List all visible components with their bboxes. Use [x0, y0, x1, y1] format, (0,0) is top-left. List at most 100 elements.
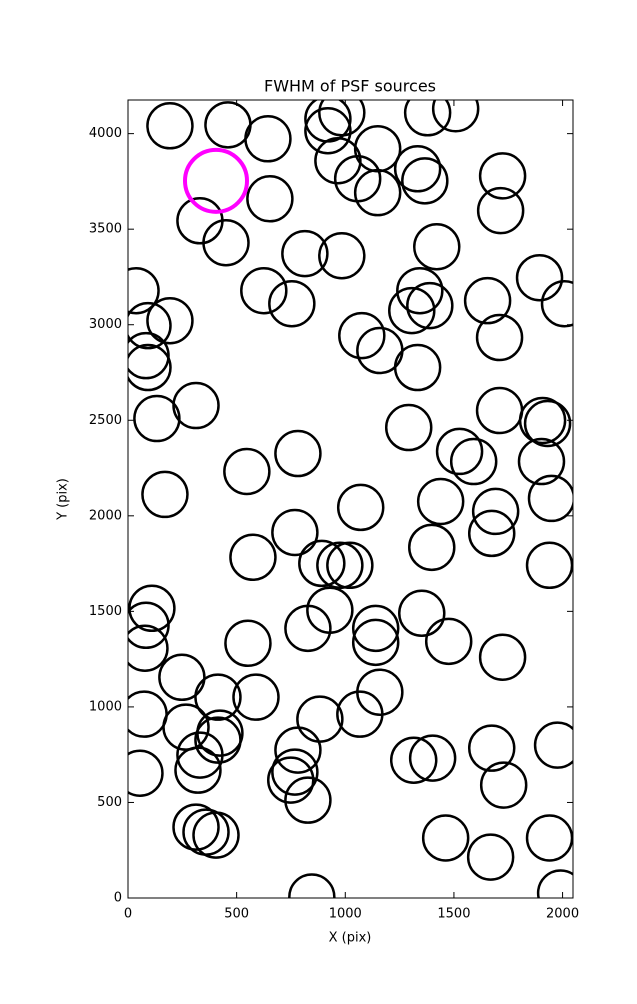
marker [174, 746, 222, 794]
marker [515, 253, 564, 302]
marker [146, 296, 194, 345]
marker [128, 601, 170, 650]
marker [244, 115, 292, 163]
marker [408, 734, 457, 782]
marker [416, 477, 465, 526]
marker [288, 873, 336, 898]
marker [284, 776, 332, 824]
marker [401, 157, 449, 205]
marker [224, 619, 272, 668]
marker [463, 276, 512, 325]
marker [298, 539, 346, 588]
chart-title: FWHM of PSF sources [264, 77, 436, 96]
marker [128, 343, 172, 392]
marker [271, 508, 319, 557]
marker [281, 229, 329, 278]
x-axis-label: X (pix) [329, 931, 372, 946]
marker [393, 145, 442, 193]
marker [318, 231, 366, 280]
marker [128, 584, 176, 633]
marker [128, 266, 160, 315]
y-tick-label: 500 [97, 795, 122, 810]
marker [336, 483, 385, 532]
marker [471, 487, 520, 536]
marker [194, 673, 242, 721]
marker [192, 811, 240, 859]
marker [525, 541, 573, 590]
marker [403, 100, 452, 137]
marker [424, 617, 473, 666]
marker [536, 869, 573, 898]
marker [478, 152, 527, 200]
marker [421, 814, 470, 862]
marker [351, 604, 400, 653]
y-tick-label: 1000 [89, 699, 122, 714]
marker [158, 653, 206, 702]
marker [527, 474, 573, 523]
marker [388, 286, 436, 335]
marker [466, 833, 515, 881]
highlight-marker [183, 147, 250, 214]
marker [246, 175, 294, 223]
marker [133, 394, 181, 443]
marker [540, 279, 573, 328]
marker [314, 137, 362, 185]
marker [479, 761, 528, 809]
marker [128, 624, 169, 672]
y-axis-label: Y (pix) [56, 478, 71, 521]
marker [274, 429, 322, 478]
marker [172, 803, 220, 851]
marker [476, 186, 525, 235]
marker [351, 618, 400, 667]
marker [478, 633, 527, 681]
marker [141, 470, 189, 519]
marker [266, 756, 315, 804]
marker [393, 343, 442, 392]
y-tick-label: 1500 [89, 604, 122, 619]
marker [202, 218, 250, 267]
marker [336, 690, 384, 738]
x-tick-label: 500 [224, 907, 249, 922]
marker [304, 107, 352, 155]
marker [408, 523, 456, 572]
marker [172, 381, 220, 430]
y-tick-label: 2500 [89, 413, 122, 428]
marker [316, 541, 364, 590]
marker [518, 396, 567, 445]
plot-frame [127, 99, 574, 899]
marker [128, 749, 164, 797]
y-tick-label: 4000 [89, 126, 122, 141]
marker [525, 814, 573, 862]
marker [398, 589, 446, 638]
marker [413, 223, 461, 271]
marker [435, 427, 484, 476]
x-tick-label: 2000 [546, 907, 579, 922]
x-tick-label: 1500 [437, 907, 470, 922]
marker [223, 447, 271, 496]
marker [384, 403, 433, 452]
marker [240, 266, 288, 315]
marker [353, 168, 402, 217]
marker [146, 102, 194, 150]
marker [389, 736, 438, 784]
marker [284, 604, 332, 653]
marker [467, 724, 516, 772]
marker [396, 266, 444, 315]
y-tick-label: 0 [114, 891, 122, 906]
marker [326, 541, 374, 590]
marker [232, 673, 280, 721]
marker [467, 509, 516, 558]
marker [431, 100, 480, 133]
marker [517, 437, 566, 486]
marker [475, 313, 524, 362]
y-tick-label: 3000 [89, 317, 122, 332]
marker [523, 399, 572, 448]
x-tick-label: 1000 [329, 907, 362, 922]
y-tick-label: 3500 [89, 222, 122, 237]
plot-area [128, 100, 573, 898]
marker [338, 311, 386, 360]
marker [449, 437, 498, 486]
marker [318, 100, 366, 137]
